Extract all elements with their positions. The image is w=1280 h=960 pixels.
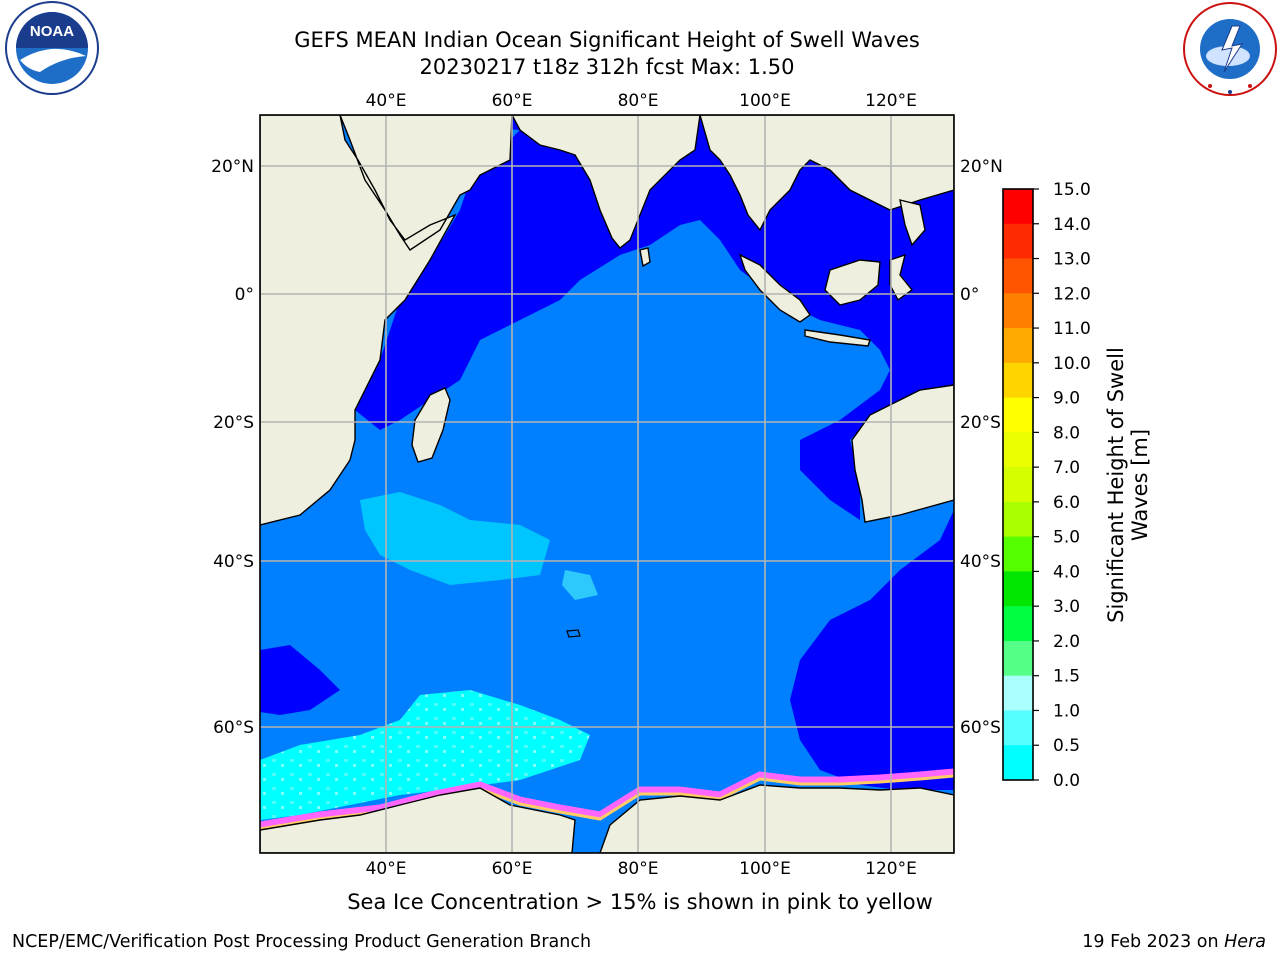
island-kerguelen (566, 629, 581, 638)
colorbar-label: 14.0 (1053, 215, 1091, 235)
colorbar-segment (1003, 675, 1033, 711)
lon-tick-bottom: 60°E (492, 859, 533, 879)
colorbar-segment (1003, 710, 1033, 746)
land-india (511, 115, 701, 249)
land-madagascar (411, 387, 451, 463)
nws-logo (1183, 2, 1277, 96)
lat-tick-left: 40°S (213, 552, 254, 572)
colorbar-label: 3.0 (1053, 597, 1080, 617)
lon-ticks-bottom: 40°E 60°E 80°E 100°E 120°E (366, 859, 917, 879)
lat-tick-right: 40°S (960, 552, 1001, 572)
sea-ice-edge (260, 768, 954, 829)
lat-tick-right: 60°S (960, 718, 1001, 738)
lat-ticks-left: 20°N 0° 20°S 40°S 60°S (211, 157, 254, 738)
colorbar-label: 15.0 (1053, 180, 1091, 200)
colorbar-segment (1003, 606, 1033, 642)
noaa-logo: NOAA (5, 1, 99, 95)
colorbar-label: 5.0 (1053, 528, 1080, 548)
lon-tick-bottom: 80°E (618, 859, 659, 879)
colorbar-segment (1003, 745, 1033, 781)
colorbar-label: 1.0 (1053, 701, 1080, 721)
ocean-low-north (340, 115, 954, 520)
map-frame (259, 114, 955, 854)
land-antarctica (260, 784, 954, 853)
lon-tick-bottom: 40°E (366, 859, 407, 879)
colorbar-label: 0.0 (1053, 771, 1080, 791)
colorbar-label: 7.0 (1053, 458, 1080, 478)
colorbar-segment (1003, 571, 1033, 607)
ocean-low-southwest (260, 645, 340, 715)
lat-ticks-right: 20°N 0° 20°S 40°S 60°S (960, 157, 1003, 738)
colorbar-frame (1002, 188, 1034, 781)
colorbar-segment (1003, 536, 1033, 572)
colorbar-segment (1003, 501, 1033, 538)
colorbar-segment (1003, 293, 1033, 329)
swell-patch-mid2 (562, 570, 598, 600)
credit-host: Hera (1224, 932, 1266, 952)
lat-tick-right: 20°N (960, 157, 1003, 177)
colorbar-label: 6.0 (1053, 493, 1080, 513)
colorbar-title: Significant Height of Swell Waves [m] (1104, 347, 1152, 623)
lat-tick-left: 20°S (213, 413, 254, 433)
colorbar-segment (1003, 258, 1033, 294)
colorbar-segment (1003, 189, 1033, 225)
colorbar-label: 1.5 (1053, 667, 1080, 687)
land-australia (851, 384, 954, 523)
lat-tick-left: 60°S (213, 718, 254, 738)
lon-tick-bottom: 120°E (865, 859, 917, 879)
colorbar-label: 8.0 (1053, 423, 1080, 443)
colorbar-label: 4.0 (1053, 562, 1080, 582)
colorbar-label: 10.0 (1053, 354, 1091, 374)
credit-date-text: 19 Feb 2023 on (1082, 932, 1225, 952)
colorbar-segment (1003, 397, 1033, 433)
colorbar-label: 2.0 (1053, 632, 1080, 652)
gridlines (260, 115, 954, 853)
credit-date: 19 Feb 2023 on Hera (1082, 932, 1266, 952)
colorbar-segment (1003, 362, 1033, 399)
lon-tick-top: 40°E (366, 91, 407, 111)
sea-ice-note: Sea Ice Concentration > 15% is shown in … (347, 890, 933, 914)
land-srilanka (639, 247, 651, 268)
colorbar-label: 12.0 (1053, 284, 1091, 304)
map-subtitle: 20230217 t18z 312h fcst Max: 1.50 (419, 55, 795, 79)
lat-tick-right: 0° (960, 285, 979, 305)
lat-tick-left: 0° (235, 285, 254, 305)
ocean-low-southeast (790, 510, 954, 790)
land-sulawesi (889, 253, 914, 302)
lon-tick-top: 100°E (739, 91, 791, 111)
land-java (804, 329, 871, 347)
colorbar: 15.0 14.0 13.0 12.0 11.0 10.0 9.0 8.0 7.0 6.0 5.0 4… (1003, 180, 1091, 791)
lon-tick-top: 80°E (618, 91, 659, 111)
colorbar-label: 9.0 (1053, 389, 1080, 409)
colorbar-label: 0.5 (1053, 736, 1080, 756)
colorbar-segment (1003, 467, 1033, 503)
land-sumatra (738, 253, 811, 323)
map-title: GEFS MEAN Indian Ocean Significant Heigh… (294, 28, 920, 52)
lon-tick-top: 60°E (492, 91, 533, 111)
lat-tick-left: 20°N (211, 157, 254, 177)
lon-tick-top: 120°E (865, 91, 917, 111)
lat-tick-right: 20°S (960, 413, 1001, 433)
credit-branch: NCEP/EMC/Verification Post Processing Pr… (12, 932, 592, 952)
land-philippines (899, 199, 926, 247)
colorbar-segment (1003, 432, 1033, 468)
lon-ticks-top: 40°E 60°E 80°E 100°E 120°E (366, 91, 917, 111)
colorbar-label: 11.0 (1053, 319, 1091, 339)
colorbar-label: 13.0 (1053, 250, 1091, 270)
lon-tick-bottom: 100°E (739, 859, 791, 879)
noaa-text: NOAA (30, 23, 74, 40)
colorbar-segment (1003, 223, 1033, 260)
swell-patch-south (260, 690, 590, 820)
colorbar-segment (1003, 328, 1033, 364)
colorbar-segment (1003, 640, 1033, 677)
